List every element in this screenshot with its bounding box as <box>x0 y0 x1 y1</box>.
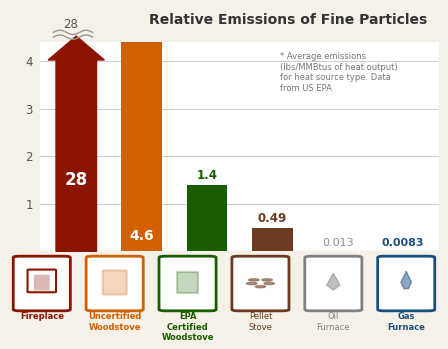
Circle shape <box>249 279 259 281</box>
Text: 0.0083: 0.0083 <box>382 238 424 248</box>
Bar <box>121 42 162 251</box>
FancyBboxPatch shape <box>103 270 127 295</box>
Text: Pellet
Stove: Pellet Stove <box>249 312 272 332</box>
Text: Oil
Furnace: Oil Furnace <box>317 312 350 332</box>
FancyBboxPatch shape <box>177 273 198 292</box>
Polygon shape <box>48 36 104 251</box>
Circle shape <box>262 279 272 281</box>
Text: 4.6: 4.6 <box>129 229 154 243</box>
FancyBboxPatch shape <box>27 269 56 292</box>
FancyBboxPatch shape <box>232 256 289 311</box>
Polygon shape <box>401 271 411 289</box>
Circle shape <box>264 282 275 285</box>
Bar <box>187 185 227 251</box>
FancyBboxPatch shape <box>305 256 362 311</box>
Text: EPA
Certified
Woodstove: EPA Certified Woodstove <box>161 312 214 342</box>
FancyBboxPatch shape <box>159 256 216 311</box>
FancyBboxPatch shape <box>378 256 435 311</box>
Bar <box>252 228 293 251</box>
Text: Relative Emissions of Fine Particles: Relative Emissions of Fine Particles <box>149 13 427 27</box>
Polygon shape <box>327 273 340 290</box>
Text: 28: 28 <box>65 171 88 189</box>
Text: Fireplace: Fireplace <box>20 312 64 321</box>
Text: 1.4: 1.4 <box>197 169 217 182</box>
Circle shape <box>255 285 266 288</box>
Text: 0.49: 0.49 <box>258 212 287 225</box>
FancyBboxPatch shape <box>13 256 70 311</box>
Text: 28: 28 <box>63 18 78 31</box>
Text: Gas
Furnace: Gas Furnace <box>387 312 425 332</box>
FancyBboxPatch shape <box>34 275 50 290</box>
Text: * Average emissions
(lbs/MMBtus of heat output)
for heat source type. Data
from : * Average emissions (lbs/MMBtus of heat … <box>280 52 397 92</box>
Text: 0.013: 0.013 <box>322 238 353 248</box>
Text: Uncertified
Woodstove: Uncertified Woodstove <box>88 312 142 332</box>
FancyBboxPatch shape <box>86 256 143 311</box>
Circle shape <box>246 282 257 285</box>
